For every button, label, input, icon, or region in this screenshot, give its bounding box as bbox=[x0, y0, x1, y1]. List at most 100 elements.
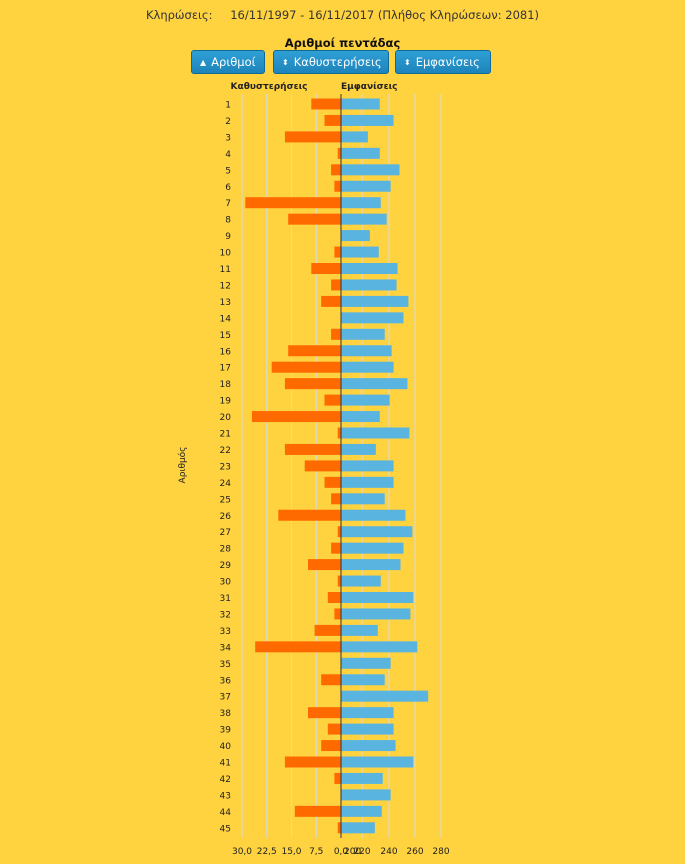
left-header: Καθυστερήσεις bbox=[231, 82, 308, 92]
category-label: 16 bbox=[220, 347, 232, 357]
delay-bar bbox=[337, 147, 341, 159]
category-label: 15 bbox=[220, 331, 231, 341]
sort-delays-button[interactable]: ⬍ Καθυστερήσεις bbox=[273, 50, 389, 74]
appearance-bar bbox=[341, 608, 411, 620]
right-tick-label: 220 bbox=[353, 847, 370, 857]
draws-header: Κληρώσεις: 16/11/1997 - 16/11/2017 (Πλήθ… bbox=[0, 8, 685, 22]
appearance-bar bbox=[341, 427, 410, 439]
delay-bar bbox=[308, 559, 341, 571]
delay-bar bbox=[334, 608, 341, 620]
category-label: 33 bbox=[220, 627, 231, 637]
delay-bar bbox=[308, 707, 341, 719]
sort-numbers-label: Αριθμοί bbox=[211, 55, 256, 69]
category-label: 10 bbox=[220, 249, 232, 259]
right-header: Εμφανίσεις bbox=[341, 81, 398, 92]
appearance-bar bbox=[341, 460, 394, 472]
category-label: 44 bbox=[220, 808, 232, 818]
appearance-bar bbox=[341, 279, 397, 291]
delay-bar bbox=[278, 509, 341, 521]
delay-bar bbox=[334, 772, 341, 784]
delay-bar bbox=[334, 180, 341, 192]
category-label: 38 bbox=[220, 709, 232, 719]
appearance-bar bbox=[341, 147, 380, 159]
category-label: 2 bbox=[225, 117, 231, 127]
delay-bar bbox=[284, 756, 341, 768]
category-label: 17 bbox=[220, 364, 231, 374]
category-label: 21 bbox=[220, 430, 231, 440]
delay-bar bbox=[324, 476, 341, 488]
left-tick-label: 30,0 bbox=[232, 847, 252, 857]
right-tick-label: 240 bbox=[380, 847, 397, 857]
delay-bar bbox=[331, 164, 341, 176]
delay-bar bbox=[284, 131, 341, 143]
category-label: 22 bbox=[220, 446, 231, 456]
appearance-bar bbox=[341, 263, 398, 274]
category-label: 40 bbox=[220, 742, 232, 752]
appearance-bar bbox=[341, 197, 381, 209]
delay-bar bbox=[327, 592, 341, 603]
draws-count: (Πλήθος Κληρώσεων: 2081) bbox=[377, 8, 540, 22]
sort-both-icon: ⬍ bbox=[282, 58, 289, 67]
appearance-bar bbox=[341, 493, 385, 505]
category-label: 12 bbox=[220, 281, 231, 291]
category-label: 41 bbox=[220, 759, 231, 769]
delay-bar bbox=[288, 213, 341, 225]
delay-bar bbox=[314, 624, 341, 636]
category-label: 39 bbox=[220, 726, 232, 736]
category-label: 28 bbox=[220, 545, 232, 555]
appearance-bar bbox=[341, 690, 429, 702]
left-tick-label: 7,5 bbox=[309, 847, 323, 857]
appearance-bar bbox=[341, 295, 409, 307]
delay-bar bbox=[255, 641, 341, 653]
category-label: 37 bbox=[220, 693, 231, 703]
appearance-bar bbox=[341, 805, 382, 817]
sort-appearances-button[interactable]: ⬍ Εμφανίσεις bbox=[395, 50, 491, 74]
delay-bar bbox=[311, 263, 341, 274]
delay-bar bbox=[331, 279, 341, 291]
category-label: 11 bbox=[220, 265, 231, 275]
category-label: 34 bbox=[220, 643, 232, 653]
appearance-bar bbox=[341, 772, 383, 784]
appearance-bar bbox=[341, 641, 418, 653]
appearance-bar bbox=[341, 657, 391, 669]
sort-delays-label: Καθυστερήσεις bbox=[293, 55, 382, 69]
delay-bar bbox=[304, 460, 341, 472]
delay-bar bbox=[271, 361, 341, 373]
sort-both-icon: ⬍ bbox=[404, 58, 411, 67]
category-label: 14 bbox=[220, 314, 232, 324]
category-label: 45 bbox=[220, 824, 231, 834]
delay-bar bbox=[331, 493, 341, 505]
appearance-bar bbox=[341, 394, 390, 406]
category-label: 31 bbox=[220, 594, 231, 604]
delay-bar bbox=[331, 328, 341, 340]
category-label: 19 bbox=[220, 397, 232, 407]
delay-bar bbox=[324, 394, 341, 406]
appearance-bar bbox=[341, 674, 385, 686]
chart-subtitle: Αριθμοί πεντάδας bbox=[284, 36, 401, 50]
sort-asc-icon: ▲ bbox=[200, 58, 207, 67]
appearance-bar bbox=[341, 592, 414, 603]
appearance-bar bbox=[341, 707, 394, 719]
category-label: 1 bbox=[225, 101, 231, 111]
appearance-bar bbox=[341, 246, 379, 258]
delay-bar bbox=[337, 526, 341, 538]
category-label: 24 bbox=[220, 479, 232, 489]
appearance-bar bbox=[341, 789, 391, 801]
appearance-bar bbox=[341, 164, 400, 176]
category-label: 7 bbox=[225, 199, 231, 209]
appearance-bar bbox=[341, 443, 376, 455]
delay-bar bbox=[321, 740, 341, 752]
appearance-bar bbox=[341, 378, 408, 390]
appearance-bar bbox=[341, 723, 394, 735]
appearance-bar bbox=[341, 345, 392, 357]
delay-bar bbox=[321, 295, 341, 307]
appearance-bar bbox=[341, 312, 404, 324]
delay-bar bbox=[331, 542, 341, 554]
delay-bar bbox=[337, 575, 341, 587]
category-label: 6 bbox=[225, 183, 231, 193]
sort-numbers-button[interactable]: ▲ Αριθμοί bbox=[191, 50, 265, 74]
category-label: 36 bbox=[220, 676, 232, 686]
appearance-bar bbox=[341, 624, 378, 636]
appearance-bar bbox=[341, 476, 394, 488]
appearance-bar bbox=[341, 542, 404, 554]
